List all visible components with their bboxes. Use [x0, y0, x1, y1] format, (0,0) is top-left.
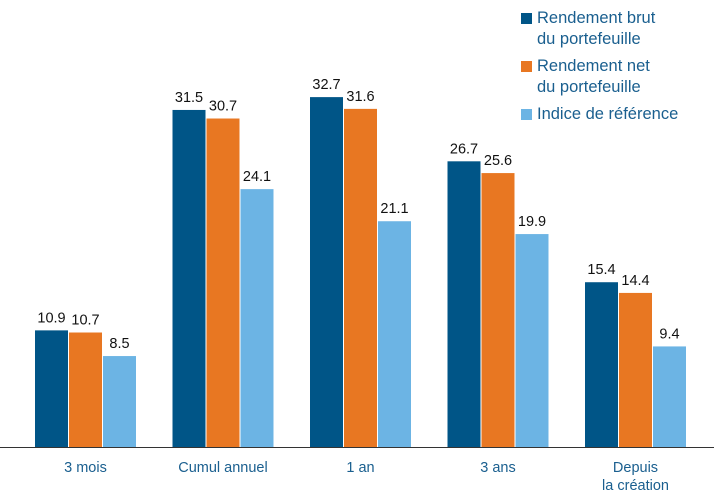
value-label-depuis-la-creation-series-2: 9.4: [659, 326, 679, 342]
category-label-3-mois: 3 mois: [64, 460, 107, 476]
value-label-3-ans-series-0: 26.7: [450, 141, 478, 157]
value-label-cumul-annuel-series-2: 24.1: [243, 169, 271, 185]
bar-1-an-series-2: [378, 221, 411, 447]
bar-1-an-series-0: [310, 97, 343, 448]
category-label-depuis-la-creation: Depuis la création: [602, 460, 669, 492]
category-label-cumul-annuel: Cumul annuel: [178, 460, 267, 476]
bar-3-ans-series-1: [481, 173, 515, 447]
bar-1-an-series-1: [344, 108, 377, 447]
bars-group: [35, 97, 686, 448]
value-label-3-mois-series-2: 8.5: [109, 336, 129, 352]
bar-3-mois-series-1: [69, 332, 102, 447]
value-label-depuis-la-creation-series-1: 14.4: [621, 273, 649, 289]
legend-item-benchmark: Indice de référence: [521, 104, 678, 125]
category-label-1-an: 1 an: [346, 460, 374, 476]
value-label-1-an-series-1: 31.6: [346, 89, 374, 105]
value-label-3-mois-series-0: 10.9: [37, 310, 65, 326]
category-label-3-ans: 3 ans: [480, 460, 515, 476]
value-label-3-ans-series-1: 25.6: [484, 153, 512, 169]
bar-depuis-la-creation-series-0: [585, 282, 618, 447]
legend-label-benchmark: Indice de référence: [537, 105, 679, 123]
value-label-1-an-series-0: 32.7: [312, 77, 340, 93]
value-label-cumul-annuel-series-0: 31.5: [175, 90, 203, 106]
legend-swatch-gross-return: [521, 13, 532, 24]
value-label-1-an-series-2: 21.1: [380, 201, 408, 217]
bar-cumul-annuel-series-1: [206, 118, 240, 447]
legend-swatch-benchmark: [521, 109, 532, 120]
legend-label-net-return: Rendement net du portefeuille: [537, 57, 650, 96]
value-label-cumul-annuel-series-1: 30.7: [209, 99, 237, 115]
legend-label-gross-return: Rendement brut du portefeuille: [537, 9, 656, 48]
bar-cumul-annuel-series-0: [172, 109, 206, 447]
bar-3-mois-series-2: [103, 356, 136, 447]
value-label-3-mois-series-1: 10.7: [71, 313, 99, 329]
value-label-3-ans-series-2: 19.9: [518, 214, 546, 230]
legend-item-gross-return: Rendement brut du portefeuille: [521, 8, 678, 50]
bar-3-mois-series-0: [35, 330, 68, 447]
category-labels-group: 3 mois Cumul annuel 1 an 3 ans Depuis la créa…: [64, 460, 669, 492]
bar-depuis-la-creation-series-2: [653, 346, 686, 447]
legend-item-net-return: Rendement net du portefeuille: [521, 56, 678, 98]
bar-3-ans-series-2: [515, 234, 549, 447]
legend: Rendement brut du portefeuille Rendement…: [521, 8, 678, 131]
bar-3-ans-series-0: [447, 161, 481, 447]
bar-cumul-annuel-series-2: [240, 189, 274, 447]
bar-depuis-la-creation-series-1: [619, 292, 652, 447]
value-label-depuis-la-creation-series-0: 15.4: [587, 262, 615, 278]
legend-swatch-net-return: [521, 61, 532, 72]
value-labels-group: 10.9 10.7 8.5 31.5 30.7 24.1 32.7 31.6 21.1 26.7 2…: [37, 77, 679, 352]
